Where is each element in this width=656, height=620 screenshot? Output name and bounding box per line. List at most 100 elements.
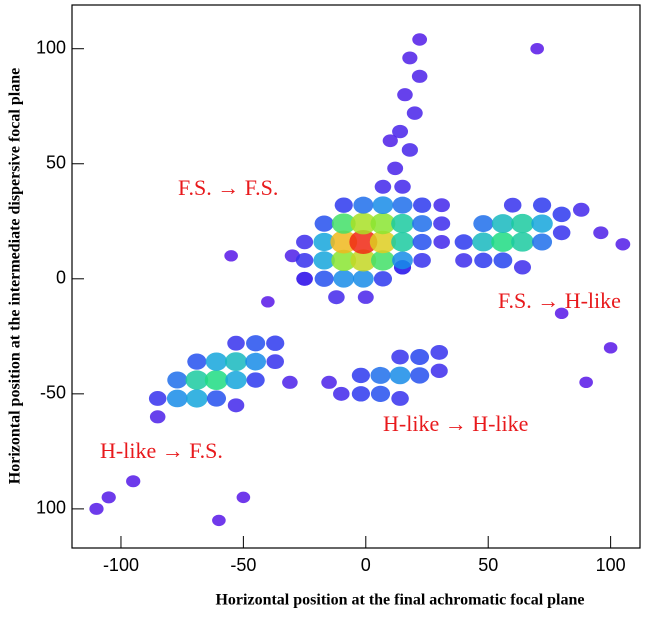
cell: [295, 252, 314, 268]
cell: [148, 391, 167, 406]
cell: [333, 269, 355, 288]
cell: [89, 502, 104, 515]
cell: [331, 213, 356, 234]
cell: [531, 214, 553, 233]
cell: [455, 253, 473, 268]
cell: [615, 238, 631, 251]
cell: [413, 197, 432, 213]
cell: [392, 124, 409, 139]
cells: [89, 33, 631, 527]
cell: [389, 366, 411, 385]
cell: [206, 390, 227, 407]
cell: [204, 370, 229, 390]
cell: [413, 252, 431, 268]
cell: [314, 270, 334, 287]
cell: [282, 375, 298, 389]
cell: [227, 398, 245, 413]
cell: [430, 345, 449, 360]
cell: [391, 349, 409, 365]
cell: [370, 366, 391, 384]
annotation: F.S. → H-like: [498, 288, 621, 313]
cell: [187, 353, 207, 370]
cell: [313, 232, 335, 252]
cell: [433, 235, 450, 249]
cell: [401, 143, 418, 157]
cell: [101, 491, 116, 504]
cell: [126, 475, 141, 488]
cell: [331, 249, 357, 272]
cell: [530, 43, 544, 55]
cell: [473, 215, 494, 233]
cell: [511, 213, 534, 234]
cell: [412, 233, 432, 251]
cell: [430, 363, 448, 379]
cell: [351, 367, 370, 384]
cell: [296, 234, 314, 250]
cell: [491, 232, 515, 252]
x-tick-label: -100: [103, 555, 139, 575]
cell: [552, 206, 571, 223]
y-tick-label: -50: [40, 383, 66, 403]
cell: [503, 197, 522, 213]
cell: [382, 134, 398, 148]
cell: [350, 212, 377, 235]
cell: [397, 88, 413, 102]
cell: [372, 196, 394, 215]
x-axis-label: Horizontal position at the final achroma…: [215, 592, 584, 609]
cell: [313, 251, 335, 270]
cell: [511, 232, 534, 252]
cell: [412, 215, 433, 233]
y-axis-label: Horizontal position at the intermediate …: [7, 68, 24, 484]
cell: [261, 296, 275, 308]
cell: [374, 179, 392, 194]
cell: [392, 196, 413, 214]
cell: [224, 250, 238, 262]
cell: [246, 372, 265, 388]
annotation: H-like → H-like: [383, 411, 528, 436]
cell: [321, 375, 337, 389]
frame: [71, 4, 641, 549]
cell: [352, 269, 374, 288]
cell: [370, 212, 396, 235]
cell: [224, 352, 248, 372]
cell: [227, 335, 245, 351]
cell: [554, 307, 569, 320]
cell: [370, 250, 395, 271]
cell: [246, 335, 266, 352]
cell: [493, 252, 513, 269]
cell: [391, 213, 414, 234]
cell: [245, 352, 267, 371]
cell: [406, 106, 423, 120]
cell: [212, 514, 226, 527]
cell: [357, 290, 374, 304]
cell: [373, 271, 393, 287]
cell: [236, 491, 251, 504]
cell: [225, 370, 247, 390]
cell: [266, 354, 284, 370]
cell: [472, 232, 495, 252]
cell: [351, 386, 370, 402]
x-tick-label: 100: [596, 555, 626, 575]
cell: [491, 214, 514, 234]
cell: [266, 335, 285, 351]
cell: [433, 216, 451, 231]
cell: [532, 233, 553, 251]
cell: [391, 391, 409, 406]
cell: [185, 370, 209, 390]
cell: [572, 202, 590, 217]
cell: [149, 410, 166, 424]
cell: [410, 349, 430, 365]
y-tick-label: 50: [46, 153, 66, 173]
y-tick-label: 100: [36, 37, 66, 57]
cell: [532, 197, 552, 213]
cell: [474, 252, 493, 269]
cell: [391, 232, 414, 252]
cell: [552, 225, 571, 241]
cell: [411, 69, 428, 83]
cell: [334, 197, 353, 213]
cell: [314, 215, 334, 232]
cell: [350, 249, 377, 272]
cell: [410, 367, 430, 384]
